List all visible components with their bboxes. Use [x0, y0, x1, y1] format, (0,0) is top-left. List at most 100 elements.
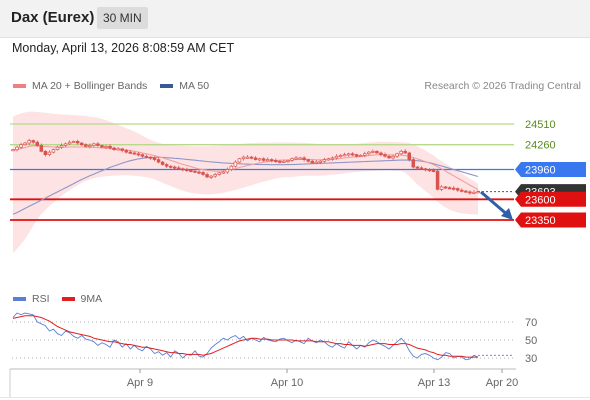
candle-body: [423, 168, 428, 171]
candle: [476, 190, 480, 194]
candle: [185, 167, 189, 172]
candle: [189, 169, 193, 173]
candle-body: [456, 188, 460, 191]
candle-body: [439, 186, 444, 190]
candle: [261, 157, 266, 162]
candle-body: [326, 158, 331, 161]
candle: [423, 167, 428, 172]
bollinger-label: MA 20 + Bollinger Bands: [32, 80, 148, 92]
candle: [363, 151, 367, 158]
rsi-tick-label: 30: [525, 353, 537, 365]
candle: [447, 186, 452, 190]
candle: [310, 159, 314, 165]
candle-body: [265, 159, 270, 162]
candle: [294, 155, 298, 160]
rsi-tick-label: 70: [525, 317, 537, 329]
candle-body: [451, 187, 456, 190]
candle-body: [261, 158, 266, 161]
candle-body: [19, 144, 23, 148]
candle-body: [39, 145, 44, 152]
candle: [451, 186, 456, 191]
candle-body: [375, 150, 379, 154]
candle: [306, 158, 310, 163]
candle-body: [371, 150, 375, 153]
candle-body: [411, 159, 416, 168]
candle-body: [51, 149, 56, 153]
candle-body: [217, 172, 221, 175]
level-tag-text: 23350: [525, 215, 556, 227]
candle: [314, 160, 319, 164]
candle: [15, 145, 19, 152]
level-tag-24510: 24510: [525, 119, 556, 131]
candle-body: [229, 165, 234, 170]
candle-body: [116, 148, 120, 151]
candle-body: [172, 166, 177, 169]
candle: [201, 171, 205, 176]
candle: [79, 142, 84, 147]
rsi-9ma-line: [12, 315, 478, 358]
time-axis-label: Apr 13: [418, 377, 450, 389]
candle-body: [447, 187, 452, 190]
candle-body: [415, 166, 420, 169]
time-axis-label: Apr 20: [486, 377, 518, 389]
candle: [84, 143, 88, 148]
candle: [354, 153, 359, 158]
candle: [302, 156, 306, 162]
candle: [92, 142, 96, 148]
candle: [193, 169, 197, 173]
candle: [55, 145, 60, 151]
candle-body: [144, 155, 149, 158]
candle: [152, 156, 157, 162]
candle: [415, 165, 420, 170]
candle: [35, 140, 40, 147]
candle-body: [160, 161, 165, 165]
timeframe-button[interactable]: 30 MIN: [97, 7, 148, 29]
candle-body: [427, 169, 432, 172]
candle: [383, 152, 387, 158]
candle-body: [100, 145, 104, 148]
level-tag-24260: 24260: [525, 140, 556, 152]
candle: [472, 190, 476, 195]
candle-body: [270, 159, 274, 162]
candle-body: [383, 154, 387, 157]
candle: [197, 169, 201, 175]
candle: [181, 167, 185, 172]
level-tag-bg: [515, 162, 586, 178]
candle: [104, 144, 108, 150]
level-tag-bg: [515, 191, 586, 207]
candle-body: [197, 171, 201, 174]
ma20-line: [12, 145, 479, 190]
candle: [371, 149, 375, 154]
candle: [75, 139, 80, 145]
candle: [375, 150, 379, 154]
forecast-arrow-shaft: [480, 190, 507, 215]
candle-body: [318, 160, 323, 163]
candle-body: [290, 158, 294, 161]
candle-body: [294, 157, 298, 160]
candle: [88, 143, 92, 149]
candle: [460, 188, 464, 193]
candle: [172, 165, 177, 170]
candle-body: [67, 141, 72, 145]
candle-body: [435, 170, 440, 190]
candle-body: [140, 154, 145, 157]
candle-body: [156, 159, 161, 163]
candle-body: [59, 145, 64, 148]
candle-body: [310, 160, 314, 164]
candle-body: [464, 190, 468, 193]
candle: [257, 157, 262, 162]
instrument-title: Dax (Eurex): [11, 9, 95, 26]
candle: [318, 160, 323, 164]
candle: [164, 162, 169, 169]
chart-header: Dax (Eurex) 30 MIN: [0, 0, 590, 38]
level-tag-text: 24510: [525, 119, 556, 131]
candle: [136, 151, 141, 157]
candle-body: [367, 151, 371, 155]
candle-body: [164, 164, 169, 167]
candle: [67, 140, 72, 146]
candle-body: [282, 160, 286, 163]
candle: [411, 157, 416, 169]
candle: [59, 143, 64, 149]
candle: [278, 160, 282, 164]
